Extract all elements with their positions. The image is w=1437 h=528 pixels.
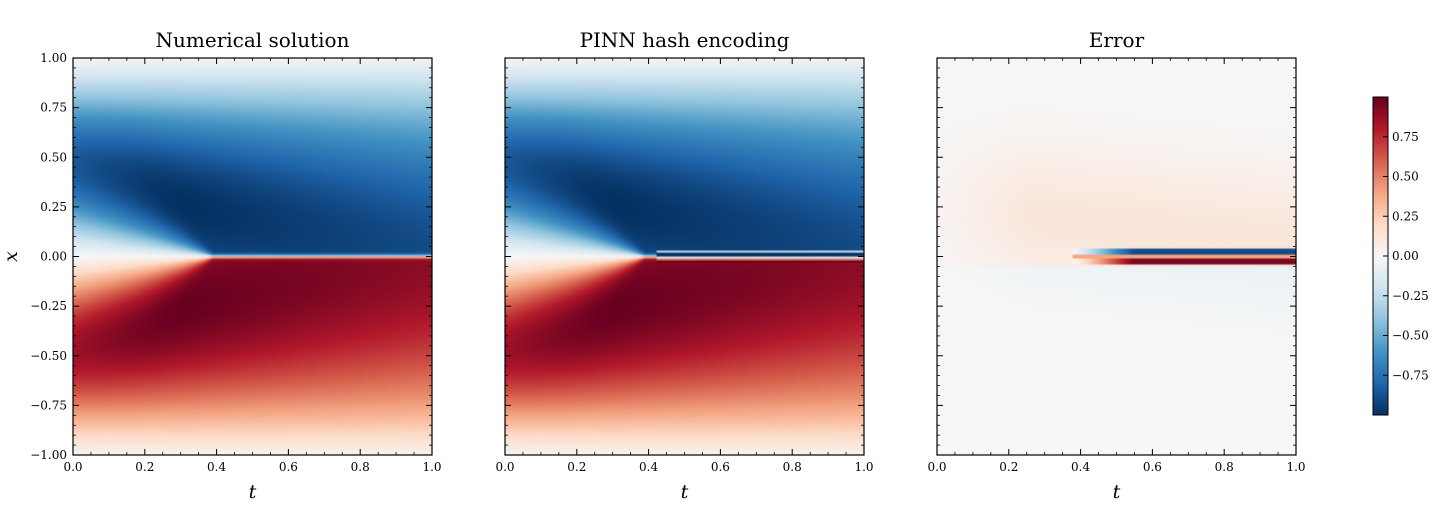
- x-tick-label: 0.2: [135, 460, 154, 474]
- x-axis-label: t: [681, 481, 689, 503]
- x-tick-label: 0.0: [495, 460, 514, 474]
- x-tick-label: 0.4: [207, 460, 226, 474]
- y-tick-label: 0.75: [40, 101, 67, 115]
- panel-title: Error: [1089, 28, 1145, 52]
- y-tick-label: −0.75: [30, 398, 67, 412]
- colorbar-tick-label: −0.25: [1392, 289, 1429, 303]
- x-tick-label: 1.0: [854, 460, 873, 474]
- y-tick-label: 1.00: [40, 51, 67, 65]
- y-axis-label: x: [0, 251, 22, 262]
- x-axis-label: t: [249, 481, 257, 503]
- panel-error: Error 0.0 0.2 0.4 0.6 0.8 1.0 t: [927, 28, 1305, 503]
- x-tick-label: 0.4: [639, 460, 658, 474]
- panel-pinn: PINN hash encoding 0.0 0.2 0.4 0.6 0.8 1.0 t: [495, 28, 873, 503]
- x-tick-label: 0.8: [783, 460, 802, 474]
- heatmap-numerical: [73, 58, 432, 455]
- x-tick-label: 0.2: [999, 460, 1018, 474]
- colorbar-tick-label: 0.75: [1392, 130, 1419, 144]
- x-tick-label: 0.6: [279, 460, 298, 474]
- y-tick-label: 0.50: [40, 150, 67, 164]
- colorbar: 0.75 0.50 0.25 0.00 −0.25 −0.50 −0.75: [1372, 96, 1429, 416]
- colorbar-tick-label: 0.50: [1392, 170, 1419, 184]
- heatmap-pinn: [505, 58, 864, 455]
- colorbar-tick-label: 0.25: [1392, 209, 1419, 223]
- x-tick-label: 0.8: [351, 460, 370, 474]
- colorbar-tick-label: 0.00: [1392, 249, 1419, 263]
- x-tick-label: 0.2: [567, 460, 586, 474]
- panel-title: Numerical solution: [156, 28, 350, 52]
- x-tick-label: 1.0: [1286, 460, 1305, 474]
- colorbar-tick-label: −0.75: [1392, 368, 1429, 382]
- y-tick-label: −0.50: [30, 349, 67, 363]
- colorbar-tick-label: −0.50: [1392, 329, 1429, 343]
- y-tick-label: 0.00: [40, 250, 67, 264]
- panel-numerical: Numerical solution 0.0 0.2 0.4 0.6 0.8 1.0 1.00…: [0, 28, 442, 503]
- x-tick-label: 0.8: [1215, 460, 1234, 474]
- y-tick-label: −0.25: [30, 299, 67, 313]
- y-tick-label: −1.00: [30, 448, 67, 462]
- y-tick-label: 0.25: [40, 200, 67, 214]
- x-tick-label: 1.0: [422, 460, 441, 474]
- x-tick-label: 0.4: [1071, 460, 1090, 474]
- x-tick-label: 0.0: [927, 460, 946, 474]
- x-tick-label: 0.6: [1143, 460, 1162, 474]
- heatmap-error: [937, 58, 1296, 455]
- x-axis-label: t: [1113, 481, 1121, 503]
- x-tick-label: 0.6: [711, 460, 730, 474]
- panel-title: PINN hash encoding: [580, 28, 790, 52]
- x-tick-label: 0.0: [63, 460, 82, 474]
